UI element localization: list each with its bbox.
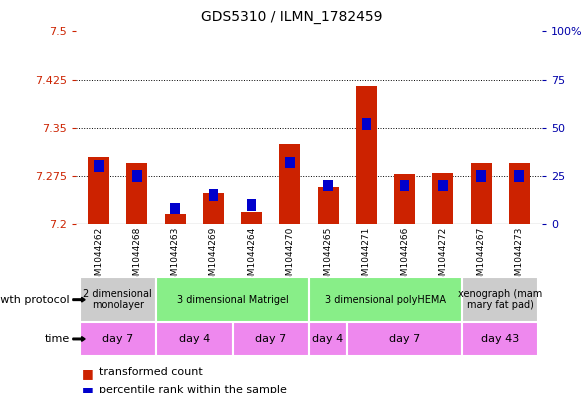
Text: GSM1044269: GSM1044269 [209, 227, 218, 287]
Text: day 7: day 7 [102, 334, 134, 344]
Text: time: time [45, 334, 70, 344]
Text: ■: ■ [82, 385, 93, 393]
Text: GSM1044267: GSM1044267 [476, 227, 486, 287]
Text: 2 dimensional
monolayer: 2 dimensional monolayer [83, 289, 152, 310]
Bar [233, 322, 309, 356]
Bar [361, 118, 371, 130]
Bar [279, 144, 300, 224]
Bar [432, 173, 454, 224]
Bar [170, 203, 180, 215]
Text: GSM1044270: GSM1044270 [285, 227, 294, 287]
Bar [132, 170, 142, 182]
Bar [156, 277, 309, 322]
Bar [164, 215, 186, 224]
Text: ■: ■ [82, 367, 93, 380]
Text: GSM1044265: GSM1044265 [324, 227, 333, 287]
Bar [209, 189, 218, 201]
Text: GSM1044266: GSM1044266 [400, 227, 409, 287]
Bar [438, 180, 448, 191]
Text: xenograph (mam
mary fat pad): xenograph (mam mary fat pad) [458, 289, 542, 310]
Bar [394, 174, 415, 224]
Text: GSM1044268: GSM1044268 [132, 227, 142, 287]
Bar [156, 322, 233, 356]
Bar [318, 187, 339, 224]
Bar [309, 322, 347, 356]
Text: day 7: day 7 [255, 334, 286, 344]
Bar [514, 170, 524, 182]
Text: GSM1044272: GSM1044272 [438, 227, 447, 287]
Text: day 7: day 7 [389, 334, 420, 344]
Text: day 4: day 4 [312, 334, 344, 344]
Text: 3 dimensional polyHEMA: 3 dimensional polyHEMA [325, 295, 446, 305]
Bar [400, 180, 409, 191]
Bar [324, 180, 333, 191]
Bar [470, 163, 491, 224]
Bar [247, 199, 257, 211]
Text: GSM1044271: GSM1044271 [362, 227, 371, 287]
Text: 3 dimensional Matrigel: 3 dimensional Matrigel [177, 295, 289, 305]
Bar [509, 163, 530, 224]
Bar [80, 322, 156, 356]
Text: day 4: day 4 [178, 334, 210, 344]
Text: GSM1044273: GSM1044273 [515, 227, 524, 287]
Text: percentile rank within the sample: percentile rank within the sample [99, 385, 287, 393]
Bar [356, 86, 377, 224]
Bar [94, 160, 104, 172]
Text: GDS5310 / ILMN_1782459: GDS5310 / ILMN_1782459 [201, 10, 382, 24]
Bar [241, 213, 262, 224]
Bar [462, 322, 538, 356]
Text: day 43: day 43 [481, 334, 519, 344]
Bar [88, 157, 109, 224]
Bar [462, 277, 538, 322]
Bar [347, 322, 462, 356]
Text: GSM1044263: GSM1044263 [171, 227, 180, 287]
Text: GSM1044264: GSM1044264 [247, 227, 256, 287]
Bar [285, 157, 294, 168]
Bar [127, 163, 147, 224]
Text: growth protocol: growth protocol [0, 295, 70, 305]
Text: GSM1044262: GSM1044262 [94, 227, 103, 287]
Bar [476, 170, 486, 182]
Bar [80, 277, 156, 322]
Bar [309, 277, 462, 322]
Text: transformed count: transformed count [99, 367, 203, 377]
Bar [203, 193, 224, 224]
